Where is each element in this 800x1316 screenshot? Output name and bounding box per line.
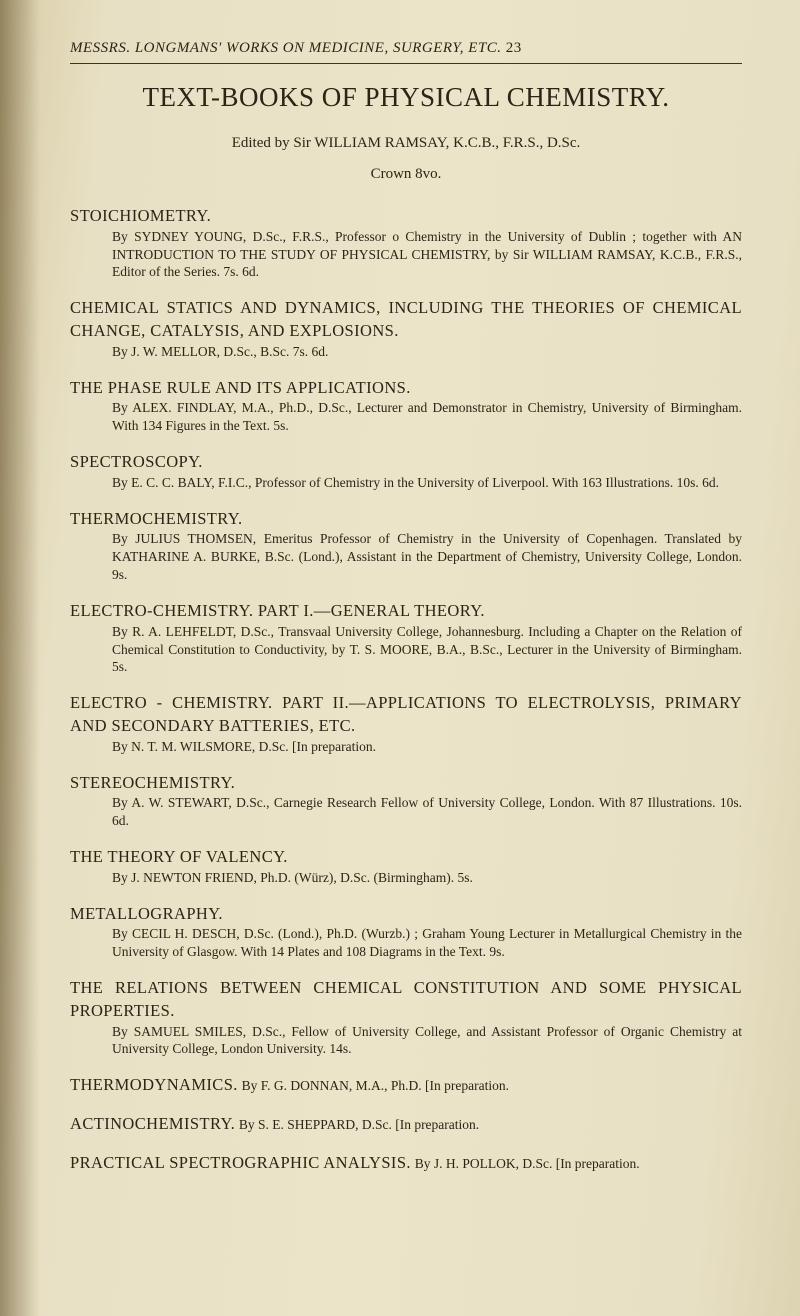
catalog-entry: PRACTICAL SPECTROGRAPHIC ANALYSIS. By J.…: [70, 1152, 742, 1175]
entry-lead: ELECTRO-CHEMISTRY. PART I.—GENERAL THEOR…: [70, 601, 485, 620]
page: MESSRS. LONGMANS' WORKS ON MEDICINE, SUR…: [0, 0, 800, 1316]
entry-lead: STOICHIOMETRY.: [70, 206, 211, 225]
page-number: 23: [506, 40, 522, 56]
entry-lead: THE RELATIONS BETWEEN CHEMICAL CONSTITUT…: [70, 978, 742, 1020]
running-head-text: MESSRS. LONGMANS' WORKS ON MEDICINE, SUR…: [70, 40, 502, 56]
divider-rule: [70, 63, 742, 64]
entry-body: By F. G. DONNAN, M.A., Ph.D. [In prepara…: [242, 1078, 509, 1093]
catalog-entry: THERMODYNAMICS. By F. G. DONNAN, M.A., P…: [70, 1074, 742, 1097]
catalog-entry: STEREOCHEMISTRY. By A. W. STEWART, D.Sc.…: [70, 772, 742, 830]
catalog-entry: METALLOGRAPHY. By CECIL H. DESCH, D.Sc. …: [70, 903, 742, 961]
entry-body: By S. E. SHEPPARD, D.Sc. [In preparation…: [239, 1117, 479, 1132]
entry-body: By N. T. M. WILSMORE, D.Sc. [In preparat…: [70, 738, 742, 756]
entry-lead: CHEMICAL STATICS AND DYNAMICS, INCLUDING…: [70, 298, 742, 340]
entry-lead: SPECTROSCOPY.: [70, 452, 203, 471]
entry-lead: THE THEORY OF VALENCY.: [70, 847, 288, 866]
catalog-entry: THE PHASE RULE AND ITS APPLICATIONS. By …: [70, 377, 742, 435]
catalog-entry: ELECTRO - CHEMISTRY. PART II.—APPLICATIO…: [70, 692, 742, 755]
entry-body: By J. NEWTON FRIEND, Ph.D. (Würz), D.Sc.…: [70, 869, 742, 887]
entry-lead: PRACTICAL SPECTROGRAPHIC ANALYSIS.: [70, 1153, 411, 1172]
catalog-entry: ELECTRO-CHEMISTRY. PART I.—GENERAL THEOR…: [70, 600, 742, 676]
entry-body: By J. H. POLLOK, D.Sc. [In preparation.: [415, 1156, 640, 1171]
entry-body: By J. W. MELLOR, D.Sc., B.Sc. 7s. 6d.: [70, 343, 742, 361]
entry-lead: THERMODYNAMICS.: [70, 1075, 238, 1094]
entry-body: By SYDNEY YOUNG, D.Sc., F.R.S., Professo…: [70, 228, 742, 281]
entry-body: By E. C. C. BALY, F.I.C., Professor of C…: [70, 474, 742, 492]
entry-body: By JULIUS THOMSEN, Emeritus Professor of…: [70, 530, 742, 583]
entry-body: By R. A. LEHFELDT, D.Sc., Transvaal Univ…: [70, 623, 742, 676]
entry-lead: METALLOGRAPHY.: [70, 904, 223, 923]
entry-body: By CECIL H. DESCH, D.Sc. (Lond.), Ph.D. …: [70, 925, 742, 961]
format-line: Crown 8vo.: [70, 166, 742, 183]
entry-body: By ALEX. FINDLAY, M.A., Ph.D., D.Sc., Le…: [70, 399, 742, 435]
entry-lead: ELECTRO - CHEMISTRY. PART II.—APPLICATIO…: [70, 693, 742, 735]
catalog-entry: THERMOCHEMISTRY. By JULIUS THOMSEN, Emer…: [70, 508, 742, 584]
entry-lead: THERMOCHEMISTRY.: [70, 509, 243, 528]
catalog-entry: ACTINOCHEMISTRY. By S. E. SHEPPARD, D.Sc…: [70, 1113, 742, 1136]
catalog-entry: SPECTROSCOPY. By E. C. C. BALY, F.I.C., …: [70, 451, 742, 492]
entry-lead: STEREOCHEMISTRY.: [70, 773, 235, 792]
catalog-entry: THE THEORY OF VALENCY. By J. NEWTON FRIE…: [70, 846, 742, 887]
catalog-entry: CHEMICAL STATICS AND DYNAMICS, INCLUDING…: [70, 297, 742, 360]
entry-body: By A. W. STEWART, D.Sc., Carnegie Resear…: [70, 794, 742, 830]
running-head: MESSRS. LONGMANS' WORKS ON MEDICINE, SUR…: [70, 40, 742, 57]
entry-lead: THE PHASE RULE AND ITS APPLICATIONS.: [70, 378, 411, 397]
main-title: TEXT-BOOKS OF PHYSICAL CHEMISTRY.: [70, 82, 742, 113]
catalog-entry: STOICHIOMETRY. By SYDNEY YOUNG, D.Sc., F…: [70, 205, 742, 281]
catalog-entry: THE RELATIONS BETWEEN CHEMICAL CONSTITUT…: [70, 977, 742, 1058]
edited-by: Edited by Sir WILLIAM RAMSAY, K.C.B., F.…: [70, 135, 742, 152]
entry-body: By SAMUEL SMILES, D.Sc., Fellow of Unive…: [70, 1023, 742, 1059]
entry-lead: ACTINOCHEMISTRY.: [70, 1114, 235, 1133]
